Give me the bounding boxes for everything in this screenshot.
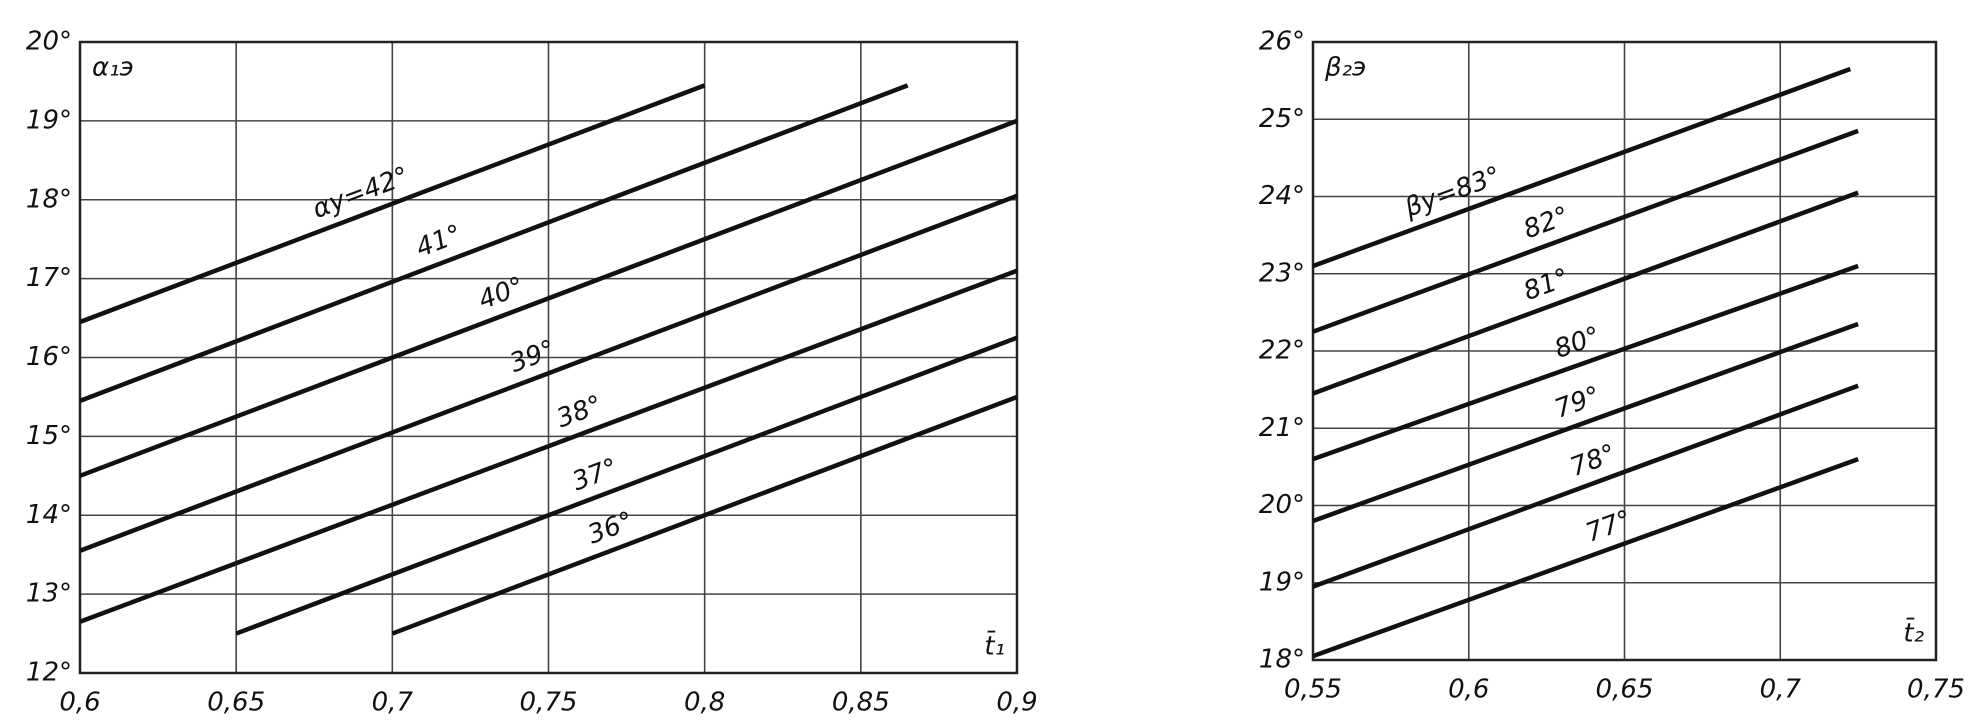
x-tick-label: 0,85 (832, 688, 890, 718)
y-tick-label: 12° (26, 658, 72, 688)
x-tick-label: 0,6 (59, 688, 100, 718)
y-axis-label: α₁э (92, 53, 134, 83)
y-label-bg (86, 48, 150, 84)
x-tick-label: 0,55 (1284, 675, 1342, 705)
data-line (1312, 457, 1859, 659)
y-tick-label: 23° (1259, 258, 1305, 288)
y-tick-label: 17° (26, 263, 72, 293)
x-tick-label: 0,75 (520, 688, 578, 718)
y-axis-label: β₂э (1324, 53, 1366, 83)
y-tick-label: 18° (1259, 645, 1305, 675)
plot-frame (78, 40, 1019, 675)
x-axis-label: t̄₂ (1903, 617, 1924, 649)
y-tick-label: 18° (26, 184, 72, 214)
plot-frame (1311, 40, 1938, 662)
y-tick-label: 16° (26, 342, 72, 372)
x-tick-label: 0,65 (207, 688, 265, 718)
y-tick-label: 19° (26, 105, 72, 135)
data-line (79, 118, 1018, 478)
y-tick-label: 24° (1259, 181, 1305, 211)
y-tick-label: 21° (1259, 413, 1305, 443)
x-label-bg (1884, 610, 1930, 654)
y-tick-label: 14° (26, 500, 72, 530)
y-tick-label: 15° (26, 421, 72, 451)
data-line (79, 83, 706, 325)
x-axis-label: t̄₁ (984, 630, 1005, 662)
x-tick-label: 0,9 (996, 688, 1037, 718)
x-label-bg (965, 623, 1011, 667)
x-tick-label: 0,7 (1760, 675, 1802, 705)
data-line (1312, 128, 1859, 334)
y-tick-label: 25° (1259, 104, 1305, 134)
data-line (1312, 383, 1859, 589)
y-tick-label: 26° (1259, 27, 1305, 57)
data-line (1312, 66, 1852, 269)
data-line (1312, 263, 1859, 462)
x-tick-label: 0,6 (1448, 675, 1489, 705)
y-tick-label: 22° (1259, 336, 1305, 366)
data-line (1312, 321, 1859, 524)
data-line (1312, 190, 1859, 396)
y-tick-label: 20° (1259, 490, 1305, 520)
data-line (79, 83, 909, 403)
x-tick-label: 0,7 (372, 688, 414, 718)
x-tick-label: 0,8 (684, 688, 725, 718)
x-tick-label: 0,65 (1596, 675, 1654, 705)
y-tick-label: 13° (26, 579, 72, 609)
data-line (391, 394, 1018, 636)
data-line (79, 193, 1018, 553)
y-label-bg (1319, 48, 1383, 84)
x-tick-label: 0,75 (1907, 675, 1965, 705)
data-line (79, 268, 1018, 624)
data-line (235, 335, 1018, 636)
y-tick-label: 19° (1259, 567, 1305, 597)
y-tick-label: 20° (26, 27, 72, 57)
